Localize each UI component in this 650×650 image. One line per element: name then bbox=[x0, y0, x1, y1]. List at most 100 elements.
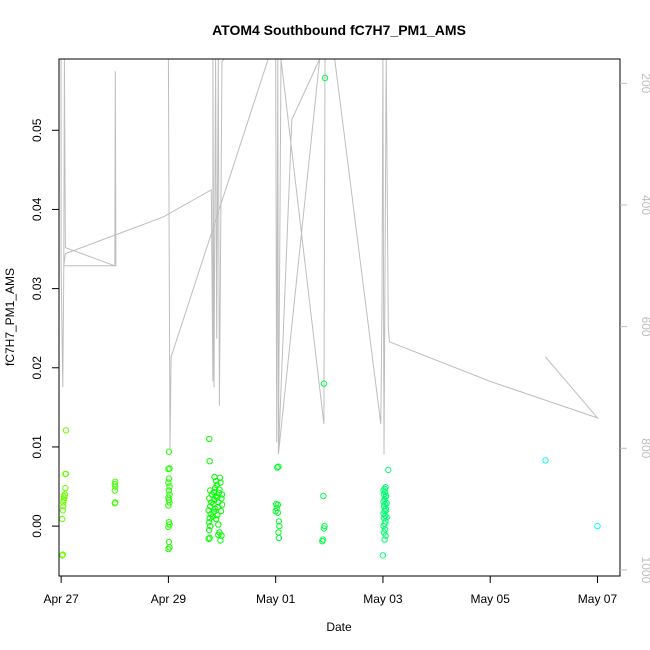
scatter-point bbox=[165, 475, 173, 482]
scatter-point bbox=[61, 491, 69, 498]
scatter-point bbox=[276, 522, 283, 530]
scatter-point bbox=[275, 518, 283, 525]
scatter-point bbox=[62, 484, 69, 492]
scatter-point bbox=[542, 457, 549, 464]
scatter-point bbox=[166, 465, 173, 472]
x-axis-tick-label: Apr 27 bbox=[43, 592, 79, 606]
scatter-point bbox=[206, 519, 213, 526]
y-axis-tick-label: 0.00 bbox=[30, 514, 44, 538]
scatter-point bbox=[381, 526, 389, 533]
scatter-point bbox=[218, 491, 226, 498]
scatter-point bbox=[165, 494, 172, 501]
scatter-point bbox=[216, 474, 224, 481]
scatter-point bbox=[383, 500, 390, 507]
scatter-point bbox=[385, 466, 392, 474]
scatter-point bbox=[218, 501, 226, 508]
scatter-point bbox=[383, 507, 390, 514]
chart-title: ATOM4 Southbound fC7H7_PM1_AMS bbox=[212, 22, 466, 38]
scatter-point bbox=[207, 522, 214, 530]
x-axis-tick-label: May 05 bbox=[471, 592, 511, 606]
scatter-point bbox=[212, 515, 220, 523]
secondary-series-line bbox=[60, 58, 600, 455]
scatter-point bbox=[215, 521, 222, 528]
scatter-point bbox=[165, 487, 173, 494]
y-axis-tick-label: 0.05 bbox=[30, 118, 44, 142]
scatter-point bbox=[379, 552, 387, 559]
scatter-point bbox=[206, 526, 213, 534]
scatter-point bbox=[60, 492, 67, 500]
scatter-point bbox=[166, 544, 173, 551]
scatter-point bbox=[59, 551, 66, 558]
x-axis: Apr 27 Apr 29 May 01 May 03 May 05 May 07 bbox=[43, 576, 617, 606]
scatter-point bbox=[382, 532, 389, 539]
scatter-point bbox=[380, 529, 388, 536]
scatter-point bbox=[381, 488, 389, 496]
scatter-point bbox=[381, 536, 388, 543]
scatter-point bbox=[205, 535, 212, 542]
scatter-point bbox=[206, 515, 213, 522]
y-axis-label: fC7H7_PM1_AMS bbox=[3, 268, 17, 366]
scatter-point bbox=[217, 507, 225, 515]
plot-frame bbox=[58, 58, 621, 577]
scatter-point bbox=[380, 487, 387, 494]
scatter-point bbox=[165, 448, 173, 455]
scatter-point bbox=[206, 435, 213, 443]
scatter-point bbox=[165, 479, 172, 486]
scatter-point bbox=[165, 519, 173, 526]
secondary-y-axis-tick-label: 600 bbox=[639, 317, 650, 337]
scatter-point bbox=[218, 532, 225, 539]
scatter-point bbox=[274, 464, 281, 471]
scatter-point bbox=[320, 380, 328, 387]
x-axis-tick-label: Apr 29 bbox=[151, 592, 187, 606]
scatter-point bbox=[206, 534, 213, 542]
scatter-point bbox=[275, 529, 282, 536]
scatter-point bbox=[218, 495, 225, 502]
x-axis-tick-label: May 03 bbox=[363, 592, 403, 606]
x-axis-label: Date bbox=[326, 620, 352, 634]
scatter-point bbox=[275, 463, 282, 470]
scatter-point bbox=[383, 492, 390, 500]
scatter-point bbox=[111, 487, 119, 494]
scatter-point bbox=[111, 481, 119, 488]
secondary-line-series bbox=[60, 58, 600, 455]
scatter-point bbox=[594, 522, 601, 530]
scatter-point bbox=[211, 484, 219, 492]
scatter-point bbox=[112, 499, 119, 506]
scatter-point bbox=[273, 500, 280, 508]
scatter-point bbox=[212, 477, 220, 485]
scatter-point bbox=[321, 522, 328, 530]
scatter-point bbox=[166, 483, 173, 490]
scatter-point bbox=[382, 484, 389, 491]
secondary-y-axis-tick-label: 200 bbox=[639, 73, 650, 93]
scatter-point bbox=[206, 458, 213, 465]
scatter-point bbox=[320, 492, 327, 500]
scatter-point bbox=[165, 538, 173, 546]
secondary-y-axis: 200 400 600 800 1000 bbox=[620, 73, 650, 584]
scatter-point bbox=[319, 536, 327, 543]
scatter-point bbox=[216, 486, 223, 493]
secondary-y-axis-tick-label: 1000 bbox=[639, 557, 650, 584]
scatter-point bbox=[62, 427, 70, 434]
scatter-point bbox=[112, 478, 119, 485]
scatter-point bbox=[60, 503, 67, 510]
x-axis-tick-label: May 07 bbox=[578, 592, 618, 606]
scatter-point bbox=[383, 514, 390, 521]
secondary-y-axis-tick-label: 400 bbox=[639, 195, 650, 215]
scatter-point bbox=[215, 489, 223, 497]
scatter-point bbox=[166, 491, 173, 498]
secondary-y-axis-tick-label: 800 bbox=[639, 438, 650, 458]
scatter-point bbox=[217, 479, 224, 486]
scatter-point bbox=[59, 515, 66, 523]
scatter-point bbox=[62, 470, 70, 478]
y-axis-tick-label: 0.04 bbox=[30, 197, 44, 221]
y-axis-tick-label: 0.02 bbox=[30, 356, 44, 380]
scatter-point bbox=[210, 488, 218, 496]
scatter-point bbox=[214, 511, 221, 519]
y-axis-tick-label: 0.01 bbox=[30, 435, 44, 459]
scatter-point bbox=[321, 74, 329, 82]
scatter-point bbox=[165, 465, 172, 473]
scatter-point bbox=[274, 509, 281, 516]
scatter-point bbox=[165, 545, 172, 553]
scatter-point bbox=[275, 534, 283, 542]
y-axis-tick-label: 0.03 bbox=[30, 277, 44, 301]
